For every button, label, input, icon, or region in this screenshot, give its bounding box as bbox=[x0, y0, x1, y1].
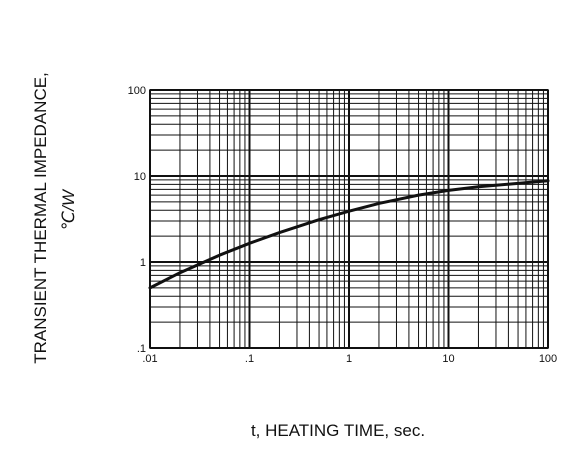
y-tick-label: 1 bbox=[140, 257, 146, 269]
series-line-0 bbox=[148, 179, 550, 290]
plot-frame bbox=[149, 89, 549, 349]
data-series bbox=[148, 179, 550, 290]
x-tick-label: 100 bbox=[539, 353, 557, 365]
y-tick-labels: .1 1 10 100 bbox=[128, 85, 146, 355]
x-tick-label: 10 bbox=[442, 353, 454, 365]
y-tick-label: 100 bbox=[128, 85, 146, 97]
x-tick-label: 1 bbox=[346, 353, 352, 365]
y-tick-label: .1 bbox=[137, 343, 146, 355]
y-axis-title: TRANSIENT THERMAL IMPEDANCE, bbox=[31, 72, 50, 364]
x-axis-title: t, HEATING TIME, sec. bbox=[251, 421, 425, 440]
x-tick-label: .01 bbox=[142, 353, 157, 365]
y-tick-label: 10 bbox=[134, 171, 146, 183]
x-tick-label: .1 bbox=[245, 353, 254, 365]
x-tick-labels: .01 .1 1 10 100 bbox=[142, 353, 557, 365]
y-axis-unit: ℃/W bbox=[59, 188, 78, 230]
